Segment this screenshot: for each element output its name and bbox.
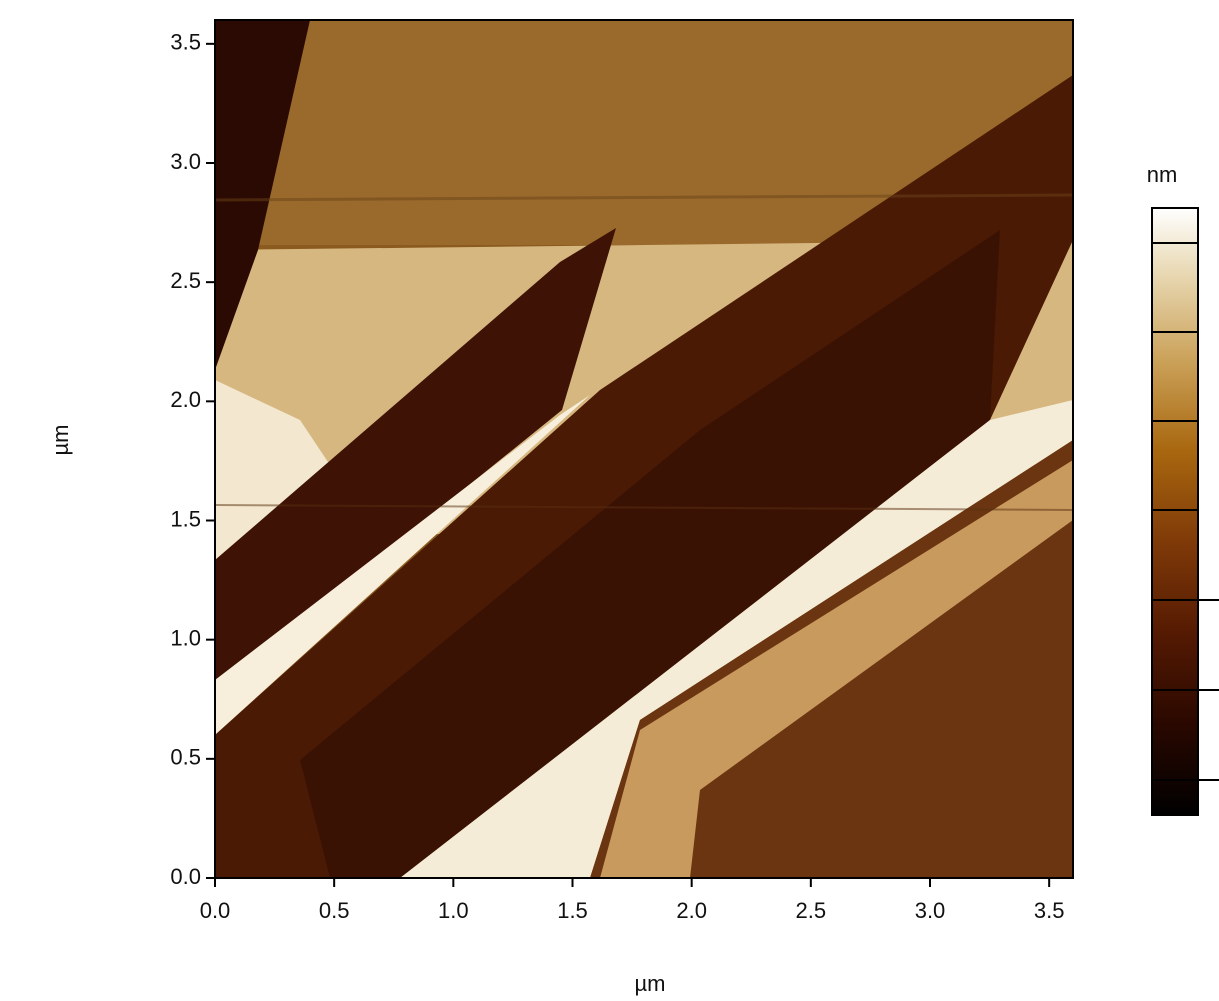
y-axis-label: µm (48, 424, 73, 455)
y-tick-label: 3.0 (170, 149, 201, 174)
x-tick-label: 2.0 (676, 898, 707, 923)
x-tick-label: 1.0 (438, 898, 469, 923)
x-tick-label: 0.5 (319, 898, 350, 923)
y-tick-label: 3.5 (170, 30, 201, 55)
y-tick-label: 2.5 (170, 268, 201, 293)
x-tick-label: 3.0 (915, 898, 946, 923)
y-tick-label: 2.0 (170, 387, 201, 412)
x-tick-label: 0.0 (200, 898, 231, 923)
y-tick-label: 0.0 (170, 864, 201, 889)
y-tick-label: 1.0 (170, 625, 201, 650)
colorbar (1151, 207, 1219, 816)
y-tick-label: 0.5 (170, 745, 201, 770)
afm-image (215, 20, 1073, 878)
x-tick-label: 1.5 (557, 898, 588, 923)
y-tick-label: 1.5 (170, 506, 201, 531)
plot-frame (214, 19, 1074, 879)
x-tick-label: 2.5 (796, 898, 827, 923)
colorbar-label: nm (1147, 162, 1178, 187)
x-tick-label: 3.5 (1034, 898, 1065, 923)
x-axis-label: µm (634, 971, 665, 996)
